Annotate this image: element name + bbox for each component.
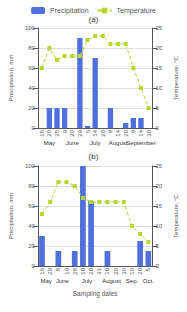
svg-text:25: 25 (155, 163, 162, 169)
svg-text:June: June (56, 278, 70, 284)
svg-text:May: May (40, 278, 51, 284)
svg-text:June: June (66, 140, 80, 146)
svg-text:20: 20 (69, 129, 75, 136)
svg-text:25: 25 (54, 129, 60, 136)
svg-text:Sep.: Sep. (126, 278, 139, 284)
svg-text:0: 0 (32, 125, 36, 131)
svg-text:20: 20 (100, 129, 106, 136)
svg-text:20: 20 (155, 183, 162, 189)
svg-text:31: 31 (96, 267, 102, 274)
svg-text:9: 9 (130, 129, 136, 133)
svg-text:25: 25 (155, 25, 162, 31)
svg-text:20: 20 (46, 129, 52, 136)
svg-text:14: 14 (115, 129, 121, 136)
svg-text:20: 20 (137, 267, 143, 274)
svg-text:5: 5 (155, 105, 159, 111)
svg-text:July: July (90, 140, 101, 146)
svg-text:29: 29 (77, 129, 83, 136)
svg-text:19: 19 (64, 267, 70, 274)
svg-text:100: 100 (25, 163, 36, 169)
svg-text:28: 28 (72, 267, 78, 274)
svg-text:10: 10 (80, 267, 86, 274)
svg-text:20: 20 (88, 267, 94, 274)
svg-text:10: 10 (155, 85, 162, 91)
svg-text:20: 20 (113, 267, 119, 274)
svg-text:29: 29 (47, 267, 53, 274)
svg-text:Precipitation, mm: Precipitation, mm (8, 55, 14, 101)
svg-text:20: 20 (155, 45, 162, 51)
svg-text:6: 6 (85, 129, 91, 133)
svg-text:August: August (109, 140, 128, 146)
svg-text:20: 20 (28, 105, 35, 111)
svg-text:September: September (126, 140, 155, 146)
svg-text:16: 16 (39, 267, 45, 274)
svg-text:100: 100 (25, 25, 36, 31)
svg-text:10: 10 (155, 223, 162, 229)
svg-text:20: 20 (28, 243, 35, 249)
svg-text:May: May (44, 140, 55, 146)
svg-text:Temperature, °C: Temperature, °C (173, 55, 179, 99)
svg-text:5: 5 (145, 267, 151, 271)
svg-text:20: 20 (123, 129, 129, 136)
svg-text:5: 5 (155, 243, 159, 249)
svg-text:(b): (b) (89, 152, 99, 161)
svg-text:0: 0 (155, 125, 159, 131)
svg-text:9: 9 (62, 129, 68, 133)
svg-text:15: 15 (155, 65, 162, 71)
svg-text:July: July (82, 278, 93, 284)
svg-text:0: 0 (155, 263, 159, 269)
svg-text:14: 14 (138, 129, 144, 136)
svg-text:August: August (102, 278, 121, 284)
svg-text:Oct.: Oct. (143, 278, 154, 284)
svg-text:80: 80 (28, 45, 35, 51)
svg-text:60: 60 (28, 203, 35, 209)
svg-text:Temperature: Temperature (117, 7, 156, 15)
svg-text:30: 30 (146, 129, 152, 136)
svg-text:Precipitation: Precipitation (50, 7, 89, 15)
svg-text:15: 15 (155, 203, 162, 209)
svg-text:40: 40 (28, 223, 35, 229)
svg-text:Precipitation, mm: Precipitation, mm (8, 193, 14, 239)
svg-text:15: 15 (39, 129, 45, 136)
svg-text:10: 10 (104, 267, 110, 274)
svg-text:9: 9 (107, 129, 113, 133)
svg-text:8: 8 (55, 267, 61, 271)
svg-text:0: 0 (32, 263, 36, 269)
svg-text:80: 80 (28, 183, 35, 189)
svg-text:30: 30 (121, 267, 127, 274)
svg-text:14: 14 (92, 129, 98, 136)
svg-text:(a): (a) (89, 15, 99, 24)
svg-text:Sampling dates: Sampling dates (73, 290, 119, 298)
svg-text:40: 40 (28, 85, 35, 91)
svg-text:60: 60 (28, 65, 35, 71)
svg-text:Temperature, °C: Temperature, °C (173, 193, 179, 237)
svg-text:10: 10 (129, 267, 135, 274)
